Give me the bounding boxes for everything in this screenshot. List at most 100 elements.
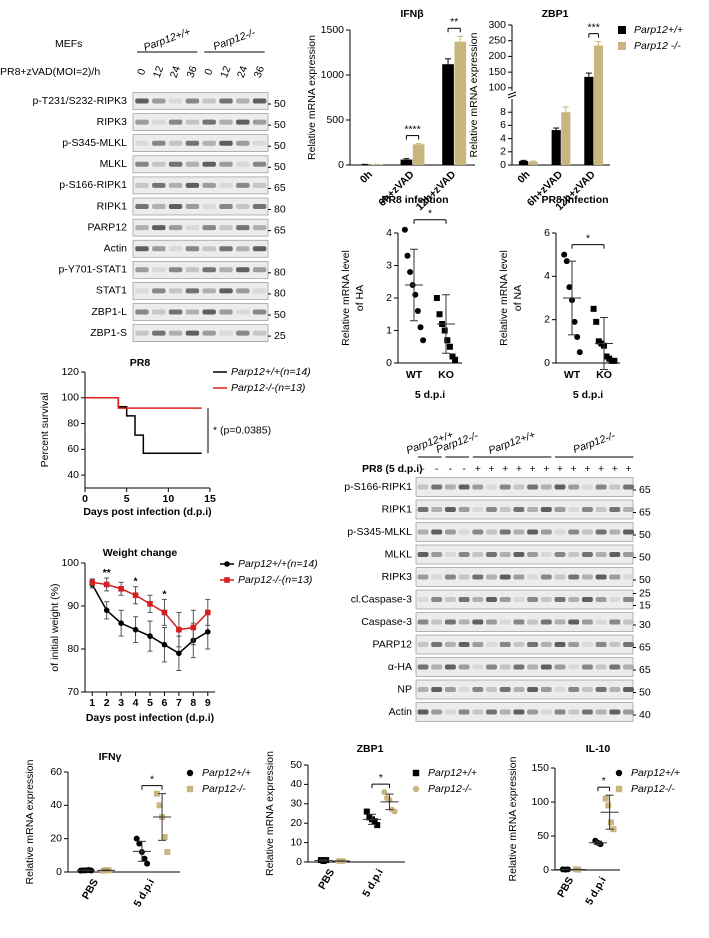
band	[554, 687, 566, 692]
lane-label: +	[530, 463, 536, 475]
row-label: RIPK3	[97, 116, 128, 128]
survival-line	[85, 397, 202, 409]
point	[563, 258, 570, 265]
y-tick-label: 50	[290, 759, 302, 771]
y-axis-label: of NA	[512, 285, 524, 311]
band	[540, 619, 552, 625]
y-axis-label: of initial weight (%)	[49, 583, 61, 671]
band	[499, 552, 511, 557]
band	[135, 119, 149, 125]
band	[609, 507, 621, 512]
band	[568, 619, 580, 625]
mw-label: 80	[274, 203, 286, 215]
band	[458, 687, 470, 692]
band	[135, 288, 149, 294]
point	[147, 633, 153, 639]
band	[554, 664, 566, 670]
band	[472, 597, 484, 602]
point	[141, 855, 148, 862]
band	[623, 642, 634, 647]
mw-label: 65	[639, 641, 651, 653]
lane-label: +	[557, 463, 563, 475]
band	[513, 484, 525, 490]
band	[540, 687, 552, 692]
point	[156, 802, 163, 809]
row-label: ZBP1-L	[91, 306, 127, 318]
x-tick-label: 6	[162, 697, 168, 709]
band	[499, 664, 511, 670]
band	[458, 619, 470, 625]
lane-label: -	[421, 463, 425, 475]
band	[554, 529, 566, 535]
chart-title: IFNβ	[400, 8, 424, 20]
band	[202, 204, 216, 209]
lane-label: 36	[185, 64, 200, 79]
row-label: Caspase-3	[361, 616, 412, 628]
mw-label: 30	[639, 619, 651, 631]
band	[568, 484, 580, 490]
band	[568, 664, 580, 670]
y-axis-label: Relative mRNA level	[340, 250, 352, 346]
point	[186, 785, 194, 793]
axis-break	[507, 94, 517, 99]
band	[431, 687, 443, 692]
band	[568, 529, 580, 535]
lane-label: +	[598, 463, 604, 475]
band	[486, 507, 497, 512]
band	[135, 98, 149, 104]
point	[204, 609, 211, 616]
x-tick-label: 8	[190, 697, 196, 709]
band	[202, 182, 216, 188]
band	[581, 597, 593, 602]
mw-label: 50	[639, 574, 651, 586]
band	[431, 619, 443, 625]
y-tick-label: 4	[544, 270, 550, 282]
legend-label: Parp12-/-(n=13)	[231, 382, 305, 394]
band	[252, 204, 267, 209]
y-tick-label: 120	[61, 366, 79, 378]
point	[404, 252, 411, 259]
band	[499, 529, 511, 535]
band	[252, 246, 267, 252]
band	[152, 204, 166, 209]
point	[363, 808, 370, 815]
band	[168, 288, 183, 294]
band	[185, 140, 200, 146]
band	[623, 552, 634, 557]
band	[540, 664, 552, 670]
legend-label: Parp12-/-	[202, 783, 246, 795]
legend-label: Parp12-/-(n=13)	[238, 574, 312, 586]
band	[168, 309, 183, 315]
point	[224, 577, 230, 583]
point	[401, 226, 408, 233]
y-tick-label: 3	[386, 259, 392, 271]
band	[236, 98, 250, 104]
band	[417, 552, 429, 557]
band	[609, 642, 621, 647]
point	[441, 327, 448, 334]
blot-strip	[132, 134, 269, 152]
band	[202, 225, 216, 231]
row-label: Actin	[389, 706, 413, 718]
band	[185, 246, 200, 252]
legend-swatch	[618, 26, 626, 34]
row-label: p-S345-MLKL	[347, 526, 412, 538]
band	[168, 119, 183, 125]
x-tick-label: 7	[176, 697, 182, 709]
y-tick-label: 40	[50, 799, 62, 811]
band	[252, 161, 267, 167]
lane-label: +	[502, 463, 508, 475]
point	[446, 343, 453, 350]
sig-label: ****	[404, 123, 420, 135]
blot-strip	[132, 197, 269, 216]
y-tick-label: 6	[544, 227, 550, 239]
y-tick-label: 2	[500, 146, 506, 158]
band	[236, 204, 250, 209]
band	[486, 687, 497, 692]
band	[595, 709, 607, 715]
band	[554, 574, 566, 580]
band	[595, 664, 607, 670]
y-tick-label: 40	[67, 469, 79, 481]
blot-strip	[132, 176, 269, 195]
mw-label: 80	[274, 267, 286, 279]
